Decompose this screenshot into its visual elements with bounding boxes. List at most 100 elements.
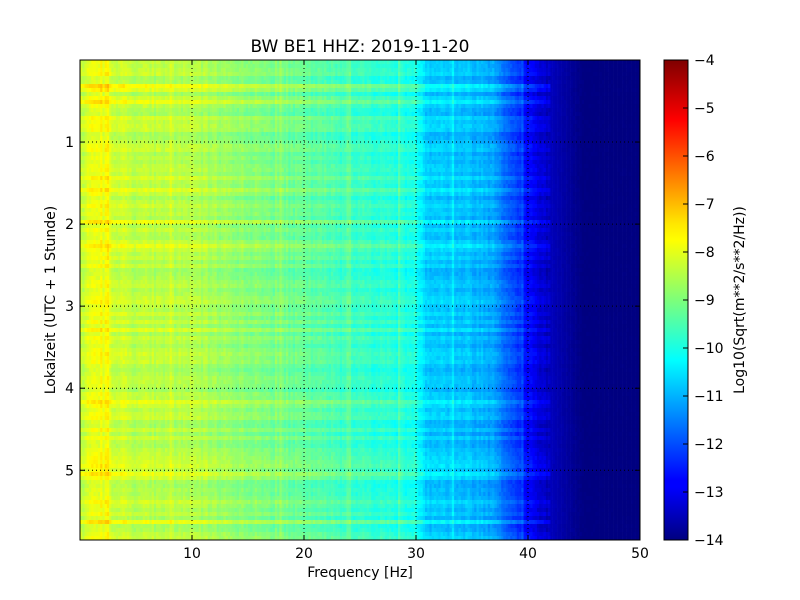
heatmap-cell [347,120,350,124]
heatmap-cell [385,112,388,116]
heatmap-cell [550,136,553,140]
heatmap-cell [127,72,130,76]
heatmap-cell [288,116,291,120]
heatmap-cell [273,128,276,132]
heatmap-cell [210,104,213,108]
heatmap-cell [456,92,459,96]
heatmap-cell [597,112,600,116]
heatmap-cell [183,88,186,92]
heatmap-cell [143,120,146,124]
heatmap-cell [566,72,569,76]
heatmap-cell [387,108,390,112]
heatmap-cell [597,64,600,68]
heatmap-cell [441,120,444,124]
heatmap-cell [550,116,553,120]
heatmap-cell [176,80,179,84]
heatmap-cell [396,124,399,128]
heatmap-cell [91,132,94,136]
heatmap-cell [490,80,493,84]
heatmap-cell [313,128,316,132]
heatmap-cell [324,72,327,76]
heatmap-cell [474,64,477,68]
heatmap-cell [622,124,625,128]
heatmap-cell [102,96,105,100]
heatmap-cell [230,88,233,92]
heatmap-cell [503,112,506,116]
heatmap-cell [358,112,361,116]
heatmap-cell [450,84,453,88]
heatmap-cell [412,96,415,100]
heatmap-cell [349,112,352,116]
heatmap-cell [246,84,249,88]
heatmap-cell [425,128,428,132]
heatmap-cell [89,72,92,76]
heatmap-cell [244,84,247,88]
heatmap-cell [237,64,240,68]
heatmap-cell [613,108,616,112]
heatmap-cell [555,92,558,96]
heatmap-cell [490,112,493,116]
heatmap-cell [288,128,291,132]
heatmap-cell [562,104,565,108]
heatmap-cell [172,68,175,72]
heatmap-cell [114,92,117,96]
heatmap-cell [425,80,428,84]
heatmap-cell [89,96,92,100]
heatmap-cell [134,124,137,128]
heatmap-cell [134,88,137,92]
heatmap-cell [351,128,354,132]
heatmap-cell [208,84,211,88]
heatmap-cell [82,120,85,124]
heatmap-cell [481,100,484,104]
heatmap-cell [407,100,410,104]
heatmap-cell [320,68,323,72]
heatmap-cell [618,132,621,136]
heatmap-cell [541,116,544,120]
heatmap-cell [530,64,533,68]
heatmap-cell [530,60,533,64]
heatmap-cell [629,96,632,100]
heatmap-cell [604,64,607,68]
heatmap-cell [432,68,435,72]
heatmap-cell [494,80,497,84]
heatmap-cell [237,68,240,72]
heatmap-cell [615,112,618,116]
heatmap-cell [194,100,197,104]
heatmap-cell [360,88,363,92]
heatmap-cell [391,92,394,96]
heatmap-cell [109,92,112,96]
heatmap-cell [510,64,513,68]
heatmap-cell [208,120,211,124]
heatmap-cell [479,84,482,88]
heatmap-cell [237,132,240,136]
heatmap-cell [391,72,394,76]
heatmap-cell [149,64,152,68]
heatmap-cell [264,88,267,92]
heatmap-cell [409,80,412,84]
heatmap-cell [266,72,269,76]
heatmap-cell [123,76,126,80]
heatmap-cell [179,108,182,112]
heatmap-cell [405,76,408,80]
heatmap-cell [98,84,101,88]
heatmap-cell [313,92,316,96]
heatmap-cell [580,68,583,72]
heatmap-cell [494,104,497,108]
heatmap-cell [98,96,101,100]
heatmap-cell [456,120,459,124]
heatmap-cell [212,68,215,72]
heatmap-cell [136,80,139,84]
heatmap-cell [588,136,591,140]
heatmap-cell [252,124,255,128]
heatmap-cell [407,116,410,120]
heatmap-cell [87,68,90,72]
heatmap-cell [264,72,267,76]
heatmap-cell [573,76,576,80]
heatmap-cell [519,96,522,100]
heatmap-cell [472,76,475,80]
heatmap-cell [266,124,269,128]
heatmap-cell [499,116,502,120]
heatmap-cell [394,120,397,124]
heatmap-cell [306,96,309,100]
heatmap-cell [456,64,459,68]
